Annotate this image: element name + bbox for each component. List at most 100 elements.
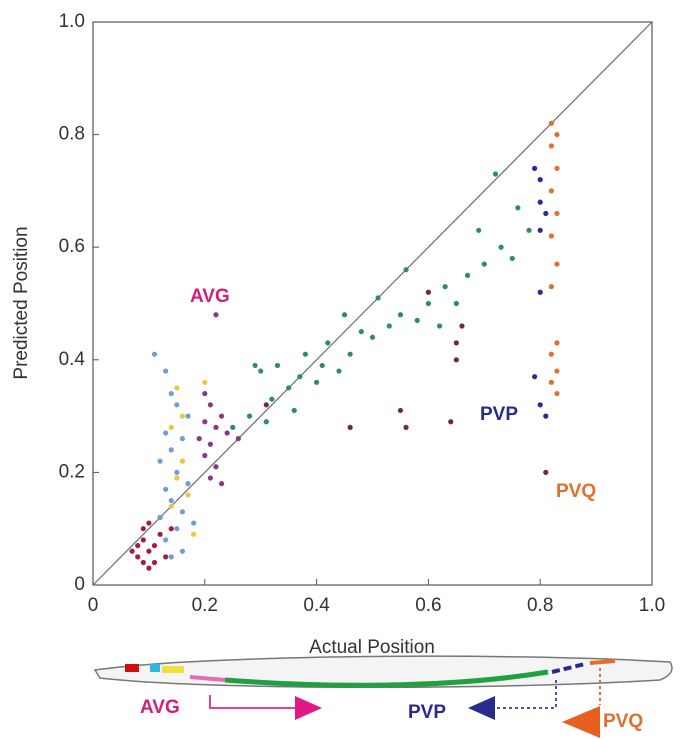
data-point <box>537 227 543 233</box>
data-point <box>554 261 560 267</box>
data-point <box>202 379 208 385</box>
data-point <box>436 323 443 329</box>
data-point <box>179 548 186 554</box>
x-axis-label: Actual Position <box>309 637 435 658</box>
data-point <box>174 469 180 475</box>
diagram-label: PVP <box>408 702 446 723</box>
data-point <box>263 402 269 408</box>
data-point <box>230 424 236 430</box>
data-point <box>532 165 538 171</box>
y-tick-label: 1.0 <box>59 11 85 32</box>
pvp-arrow-line <box>495 680 557 709</box>
data-point <box>403 267 409 273</box>
data-point <box>174 385 180 391</box>
data-point <box>442 284 448 290</box>
y-tick-label: 0.6 <box>59 236 85 257</box>
avg-arrow-head <box>295 696 322 720</box>
data-point <box>548 351 554 357</box>
data-point <box>498 244 504 250</box>
data-point <box>548 120 554 126</box>
data-point <box>459 323 465 329</box>
data-point <box>347 424 353 430</box>
data-point <box>174 475 180 481</box>
data-point <box>554 165 560 171</box>
data-point <box>202 390 208 397</box>
data-point <box>163 486 169 492</box>
pvq-segment <box>589 659 616 665</box>
data-point <box>213 424 219 430</box>
data-point <box>492 171 499 177</box>
data-point <box>464 272 471 278</box>
data-point <box>386 323 392 329</box>
data-point <box>168 554 174 560</box>
data-point <box>191 520 197 526</box>
data-point <box>509 255 515 262</box>
data-point <box>146 565 152 571</box>
data-point <box>235 436 241 442</box>
data-point <box>163 368 169 374</box>
data-point <box>185 413 191 419</box>
data-point <box>548 233 554 239</box>
data-point <box>207 475 213 481</box>
neuron-mark <box>150 664 160 672</box>
x-tick-label: 1.0 <box>639 595 665 616</box>
data-point <box>202 419 208 425</box>
data-point <box>358 329 364 335</box>
data-point <box>554 132 560 138</box>
data-point <box>218 413 225 419</box>
data-point <box>163 554 169 560</box>
x-tick-label: 0.4 <box>303 595 330 616</box>
data-point <box>174 402 180 408</box>
data-point <box>140 559 146 566</box>
data-point <box>168 503 174 509</box>
data-point <box>129 548 135 554</box>
x-tick-label: 0 <box>88 595 99 616</box>
data-point <box>548 284 554 290</box>
data-point <box>252 362 258 369</box>
data-point <box>163 430 169 436</box>
data-point <box>140 537 146 543</box>
data-point <box>375 295 381 301</box>
pvp-arrow-head <box>468 696 495 720</box>
data-point <box>179 436 186 442</box>
neuron-mark <box>162 666 184 673</box>
worm-diagram: AVG PVP PVQ <box>93 655 673 738</box>
data-point <box>168 497 174 504</box>
data-point <box>537 402 543 408</box>
annotation: PVQ <box>556 481 596 502</box>
data-point <box>185 481 191 487</box>
data-point <box>543 469 549 475</box>
data-point <box>157 514 163 521</box>
data-point <box>151 351 158 357</box>
data-point <box>196 436 202 442</box>
data-point <box>224 430 230 436</box>
data-point <box>151 542 158 549</box>
data-point <box>425 300 431 307</box>
data-point <box>207 402 213 408</box>
avg-arrow-line <box>209 695 295 709</box>
data-point <box>543 210 549 217</box>
data-point <box>202 452 208 459</box>
data-point <box>179 509 186 515</box>
pvq-arrow-head <box>562 706 600 738</box>
data-point <box>168 424 174 430</box>
annotation: PVP <box>480 404 518 425</box>
data-point <box>453 340 459 346</box>
data-point <box>319 362 325 369</box>
data-point <box>554 340 560 346</box>
data-point <box>286 385 292 391</box>
data-point <box>425 289 431 295</box>
data-point <box>151 559 158 566</box>
data-point <box>537 199 543 205</box>
neuron-mark <box>125 664 139 672</box>
data-point <box>163 537 169 543</box>
x-tick-label: 0.8 <box>527 595 553 616</box>
avg-segment <box>189 675 226 682</box>
pvp-segment <box>551 662 586 674</box>
data-point <box>269 396 275 402</box>
data-point <box>291 407 297 414</box>
data-point <box>146 520 152 526</box>
data-point <box>548 379 554 385</box>
data-point <box>218 481 225 487</box>
